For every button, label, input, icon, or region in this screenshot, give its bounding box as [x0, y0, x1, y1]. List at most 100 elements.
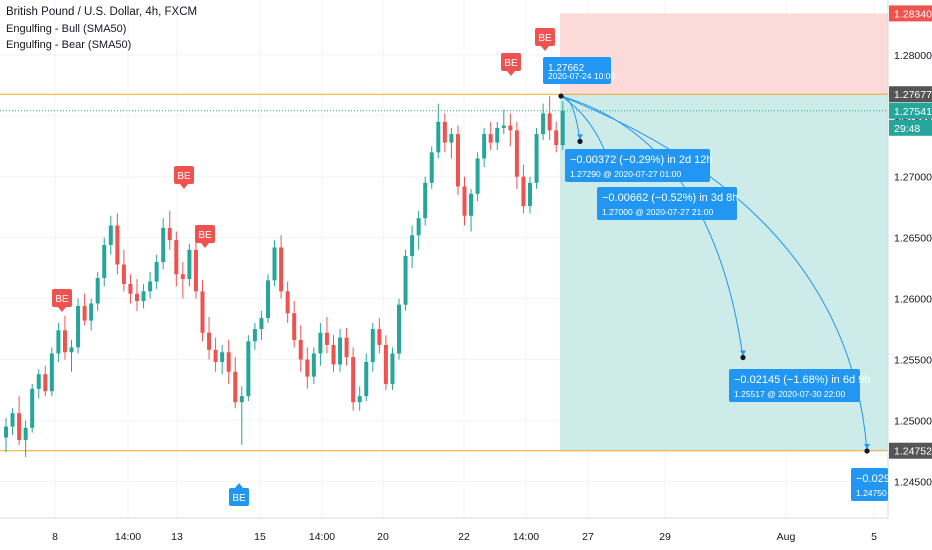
candle	[429, 146, 434, 189]
candle	[49, 347, 54, 397]
time-tick-label: 14:00	[115, 531, 141, 543]
candle-body	[30, 388, 35, 428]
candle-body	[108, 225, 113, 245]
time-axis: 8 14:00 13 15 14:00 20 22 14:00 27 29 Aug 5	[52, 531, 877, 543]
time-tick-label: 29	[659, 531, 671, 543]
candle	[305, 347, 310, 389]
candle	[252, 322, 257, 350]
candle-body	[403, 255, 408, 305]
candle-body	[4, 426, 8, 438]
candle-body	[279, 247, 284, 292]
candle	[423, 176, 428, 226]
candle-body	[311, 353, 316, 377]
candle	[226, 340, 231, 384]
callout-bg	[565, 149, 710, 182]
candle-body	[285, 291, 290, 314]
marker-pointer	[180, 184, 188, 189]
candle	[180, 262, 185, 299]
price-tick-label: 1.24500	[894, 476, 932, 488]
candle-body	[541, 113, 546, 135]
candle-body	[521, 176, 526, 206]
candle-body	[331, 344, 336, 365]
candle	[469, 188, 474, 232]
candle-body	[272, 247, 277, 281]
marker-text: BE	[504, 58, 518, 69]
candle	[4, 418, 8, 453]
candle	[193, 237, 198, 299]
candle-body	[344, 337, 349, 358]
projection-target-callout: −0.00662 (−0.52%) in 3d 8h 1.27000 @ 2020…	[597, 187, 738, 220]
callout-line-1: −0.029	[856, 473, 890, 485]
candle	[397, 298, 401, 360]
projection-target-point	[577, 138, 583, 144]
indicator-bull-label[interactable]: Engulfing - Bull (SMA50)	[6, 23, 127, 35]
candle	[514, 121, 519, 189]
candle-body	[514, 130, 519, 177]
candle-body	[469, 193, 474, 216]
stop-loss-zone	[560, 13, 888, 95]
bullish-engulfing-marker: BE	[229, 483, 249, 506]
candle-body	[488, 134, 493, 143]
badge-bg	[889, 102, 932, 119]
candle	[200, 280, 205, 342]
candle	[266, 274, 270, 323]
price-scale-badge: 1.27677	[889, 86, 932, 103]
price-scale-badge: 1.27541	[889, 102, 932, 119]
badge-text: 1.24752	[894, 446, 932, 458]
indicator-bear-label[interactable]: Engulfing - Bear (SMA50)	[6, 39, 132, 51]
price-tick-label: 1.25500	[894, 355, 932, 367]
candle-body	[82, 305, 87, 321]
candle-body	[370, 329, 375, 362]
candle	[449, 127, 454, 159]
candle	[298, 325, 303, 372]
callout-line-2: 1.27290 @ 2020-07-27 01:00	[570, 169, 681, 179]
candle-body	[43, 374, 48, 392]
callout-bg	[729, 369, 860, 402]
candle-body	[233, 371, 238, 403]
candle	[495, 121, 500, 150]
candle-body	[121, 264, 126, 284]
candle-body	[528, 182, 532, 206]
callout-line-2: 1.25517 @ 2020-07-30 22:00	[734, 389, 845, 399]
candle	[462, 176, 467, 226]
marker-badge	[195, 225, 215, 243]
candle-body	[501, 125, 506, 128]
marker-text: BE	[198, 230, 212, 241]
candle-body	[56, 330, 61, 354]
candle-body	[390, 353, 395, 384]
projection-target-callout: −0.00372 (−0.29%) in 2d 12h 1.27290 @ 202…	[565, 149, 713, 182]
candle-body	[298, 340, 303, 360]
candle-body	[534, 134, 539, 183]
candle	[292, 301, 297, 348]
candle	[383, 335, 388, 391]
marker-pointer	[58, 307, 66, 312]
marker-pointer	[541, 46, 549, 51]
candle	[482, 127, 487, 167]
candle-body	[324, 332, 329, 345]
candle	[213, 337, 218, 372]
marker-pointer	[507, 71, 515, 76]
badge-text: 1.27677	[894, 89, 932, 101]
candle-body	[69, 347, 74, 353]
candle	[95, 271, 100, 311]
candle	[115, 213, 120, 275]
candle-body	[292, 313, 297, 341]
candle-body	[148, 281, 153, 292]
candle	[318, 322, 323, 366]
marker-badge	[174, 166, 194, 184]
candle-body	[10, 413, 15, 427]
candles	[4, 96, 565, 458]
candle	[102, 237, 107, 287]
badge-bg	[889, 442, 932, 459]
marker-text: BE	[232, 493, 246, 504]
price-scale-badge: 1.24752	[889, 442, 932, 459]
candle-body	[495, 127, 500, 143]
candle	[390, 347, 395, 391]
marker-badge	[52, 289, 72, 307]
candle	[89, 298, 94, 331]
candle-body	[239, 396, 244, 403]
candle-body	[305, 359, 310, 377]
candle	[174, 231, 179, 287]
